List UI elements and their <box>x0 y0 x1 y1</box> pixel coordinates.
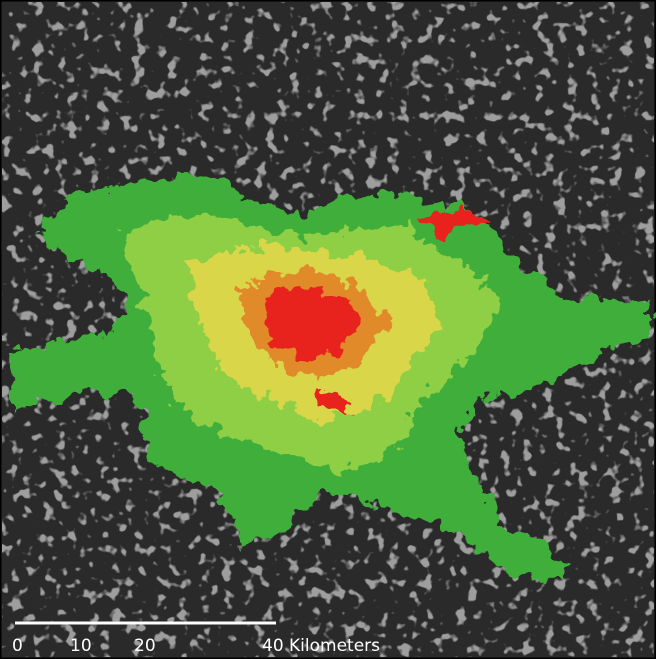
scale-label: 40 Kilometers <box>262 636 380 656</box>
scale-label: 20 <box>134 636 156 656</box>
scale-label: 0 <box>12 636 23 656</box>
scale-label: 10 <box>70 636 92 656</box>
page: {"scale_bar": {"labels": ["0", "10", "20… <box>0 0 656 659</box>
map: 0 10 20 40 Kilometers <box>0 0 656 659</box>
